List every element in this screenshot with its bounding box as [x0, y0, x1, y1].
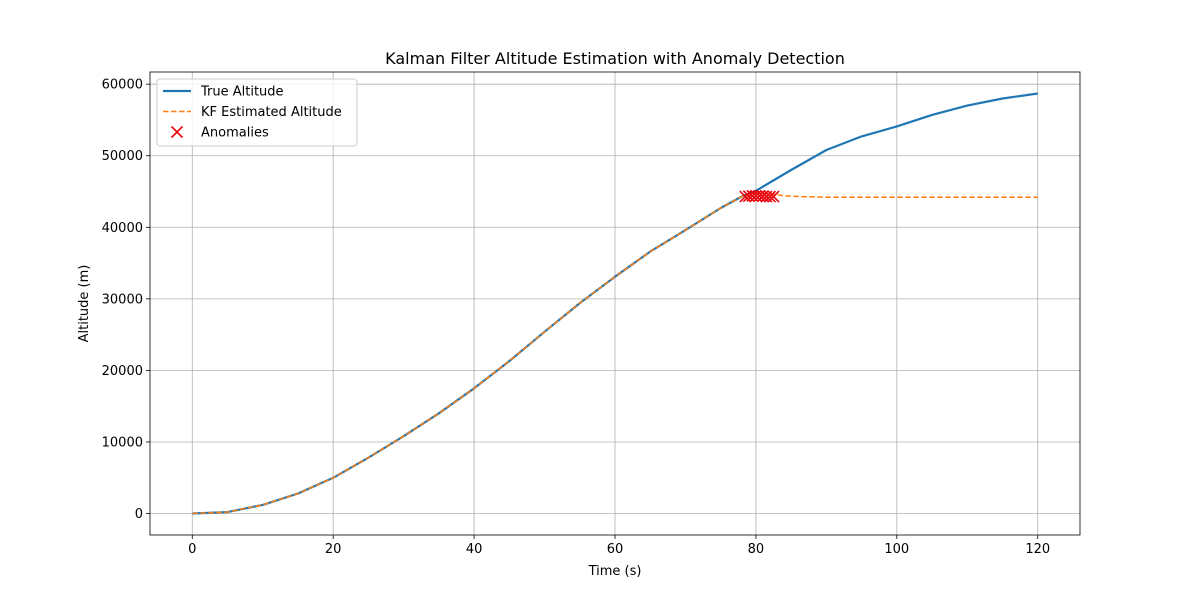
- series-layer: [192, 92, 1038, 515]
- series-line-2: [192, 192, 1038, 515]
- legend: True Altitude KF Estimated Altitude Anomal…: [156, 78, 358, 147]
- y-tick-label: 50000: [102, 149, 143, 164]
- chart-title: Kalman Filter Altitude Estimation with A…: [385, 49, 845, 68]
- legend-box: [156, 78, 358, 147]
- x-axis-ticks: 0 20 40 60 80 100 120: [188, 535, 1050, 557]
- x-tick-label: 0: [188, 542, 196, 557]
- y-tick-label: 0: [135, 507, 143, 522]
- grid: [150, 72, 1080, 535]
- x-tick-label: 40: [466, 542, 483, 557]
- y-tick-label: 10000: [102, 435, 143, 450]
- x-axis-label: Time (s): [588, 564, 642, 579]
- x-tick-label: 20: [325, 542, 342, 557]
- legend-label: Anomalies: [201, 126, 269, 141]
- anomaly-layer: [739, 189, 780, 203]
- y-axis-label: Altitude (m): [77, 265, 92, 343]
- y-tick-label: 20000: [102, 364, 143, 379]
- y-tick-label: 40000: [102, 221, 143, 236]
- y-tick-label: 60000: [102, 78, 143, 93]
- legend-label: KF Estimated Altitude: [201, 105, 342, 120]
- legend-swatch: [170, 125, 184, 139]
- anomaly-marker: [767, 190, 780, 203]
- y-tick-label: 30000: [102, 292, 143, 307]
- x-tick-label: 100: [884, 542, 909, 557]
- legend-label: True Altitude: [200, 85, 284, 100]
- anomaly-marker: [763, 190, 777, 203]
- x-tick-label: 80: [748, 542, 765, 557]
- x-tick-label: 60: [607, 542, 624, 557]
- x-tick-label: 120: [1025, 542, 1050, 557]
- y-axis-ticks: 0 10000 20000 30000 40000 50000 60000: [102, 78, 150, 522]
